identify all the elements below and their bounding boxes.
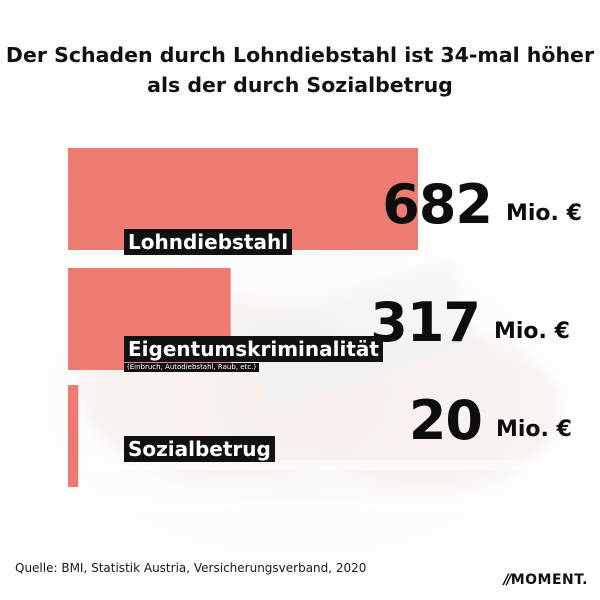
logo-text: MOMENT. [510,572,588,588]
category-label: Eigentumskriminalität [124,336,383,362]
category-label: Lohndiebstahl [124,229,293,255]
bar-sozialbetrug [68,385,79,487]
category-note: (Einbruch, Autodiebstahl, Raub, etc.) [124,363,260,372]
value-label: 317 [370,296,481,350]
logo-mark: // [503,572,511,588]
value-number: 317 [370,291,481,354]
value-label: 682 [382,178,493,232]
value-unit: Mio. € [494,319,570,344]
value-unit: Mio. € [506,201,582,226]
chart-title: Der Schaden durch Lohndiebstahl ist 34-m… [5,43,595,97]
moment-logo: //MOMENT. [503,572,588,588]
value-label: 20 [409,394,483,448]
value-number: 682 [382,173,493,236]
source-note: Quelle: BMI, Statistik Austria, Versiche… [15,561,367,575]
value-unit: Mio. € [496,417,572,442]
value-number: 20 [408,389,483,452]
category-label: Sozialbetrug [124,436,275,462]
